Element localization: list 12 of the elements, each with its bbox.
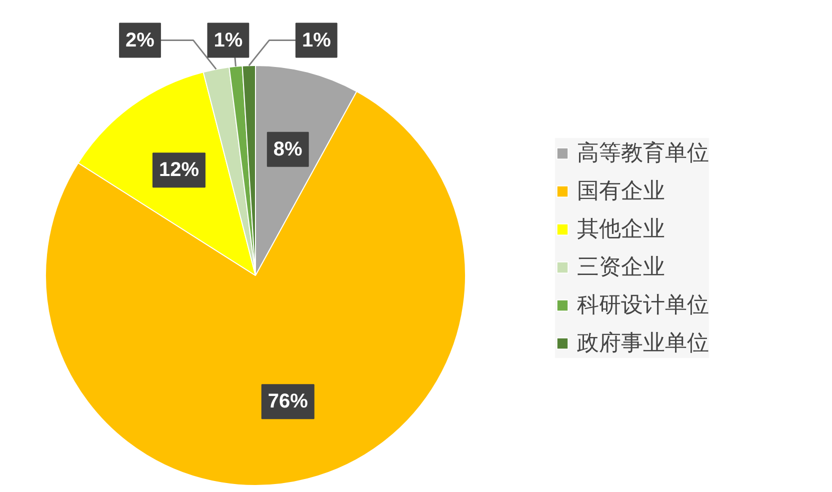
data-label: 1% (302, 29, 332, 52)
legend-label: 国有企业 (577, 178, 665, 206)
legend-label: 其他企业 (577, 216, 665, 244)
data-label: 8% (273, 138, 303, 160)
data-label: 76% (268, 390, 308, 413)
data-label: 2% (126, 29, 155, 52)
data-label: 12% (158, 159, 200, 182)
data-label: 1% (214, 29, 243, 52)
legend-label: 政府事业单位 (577, 330, 709, 358)
legend-label: 高等教育单位 (577, 140, 709, 168)
legend-label: 科研设计单位 (577, 292, 709, 320)
legend-label: 三资企业 (577, 254, 665, 282)
